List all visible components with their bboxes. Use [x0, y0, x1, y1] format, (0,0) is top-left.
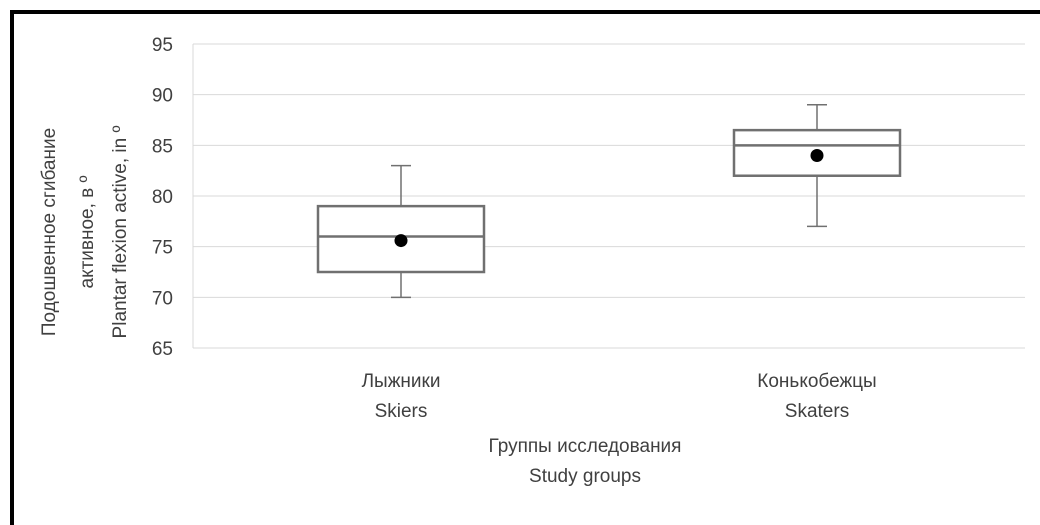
gridlines	[192, 43, 1025, 349]
y-tick-labels: 65 70 75 80 85 90 95	[152, 35, 173, 360]
y-tick-label: 85	[152, 136, 173, 157]
y-tick-label: 95	[152, 35, 173, 56]
category-label: Skiers	[375, 401, 428, 422]
y-axis-title-line: активное, в º	[77, 175, 98, 288]
y-tick-label: 65	[152, 339, 173, 360]
x-axis-title-line: Study groups	[529, 466, 641, 487]
y-axis-title-line: Plantar flexion active, in º	[110, 126, 131, 339]
chart-frame	[10, 10, 1040, 525]
category-label: Skaters	[785, 401, 849, 422]
y-axis-title-line: Подошвенное сгибание	[39, 128, 60, 336]
boxes	[316, 104, 902, 299]
category-label: Лыжники	[362, 371, 441, 392]
y-axis-title: Подошвенное сгибание активное, в º Plantar…	[39, 126, 131, 339]
y-tick-label: 75	[152, 238, 173, 259]
category-labels: Лыжники Skiers Конькобежцы Skaters	[362, 371, 877, 422]
y-tick-label: 70	[152, 288, 173, 309]
box-iqr	[316, 204, 486, 274]
y-tick-label: 80	[152, 187, 173, 208]
x-axis-title: Группы исследования Study groups	[489, 436, 682, 487]
mean-marker	[810, 148, 824, 162]
mean-marker	[394, 234, 408, 248]
category-label: Конькобежцы	[757, 371, 876, 392]
y-tick-label: 90	[152, 86, 173, 107]
x-axis-title-line: Группы исследования	[489, 436, 682, 457]
